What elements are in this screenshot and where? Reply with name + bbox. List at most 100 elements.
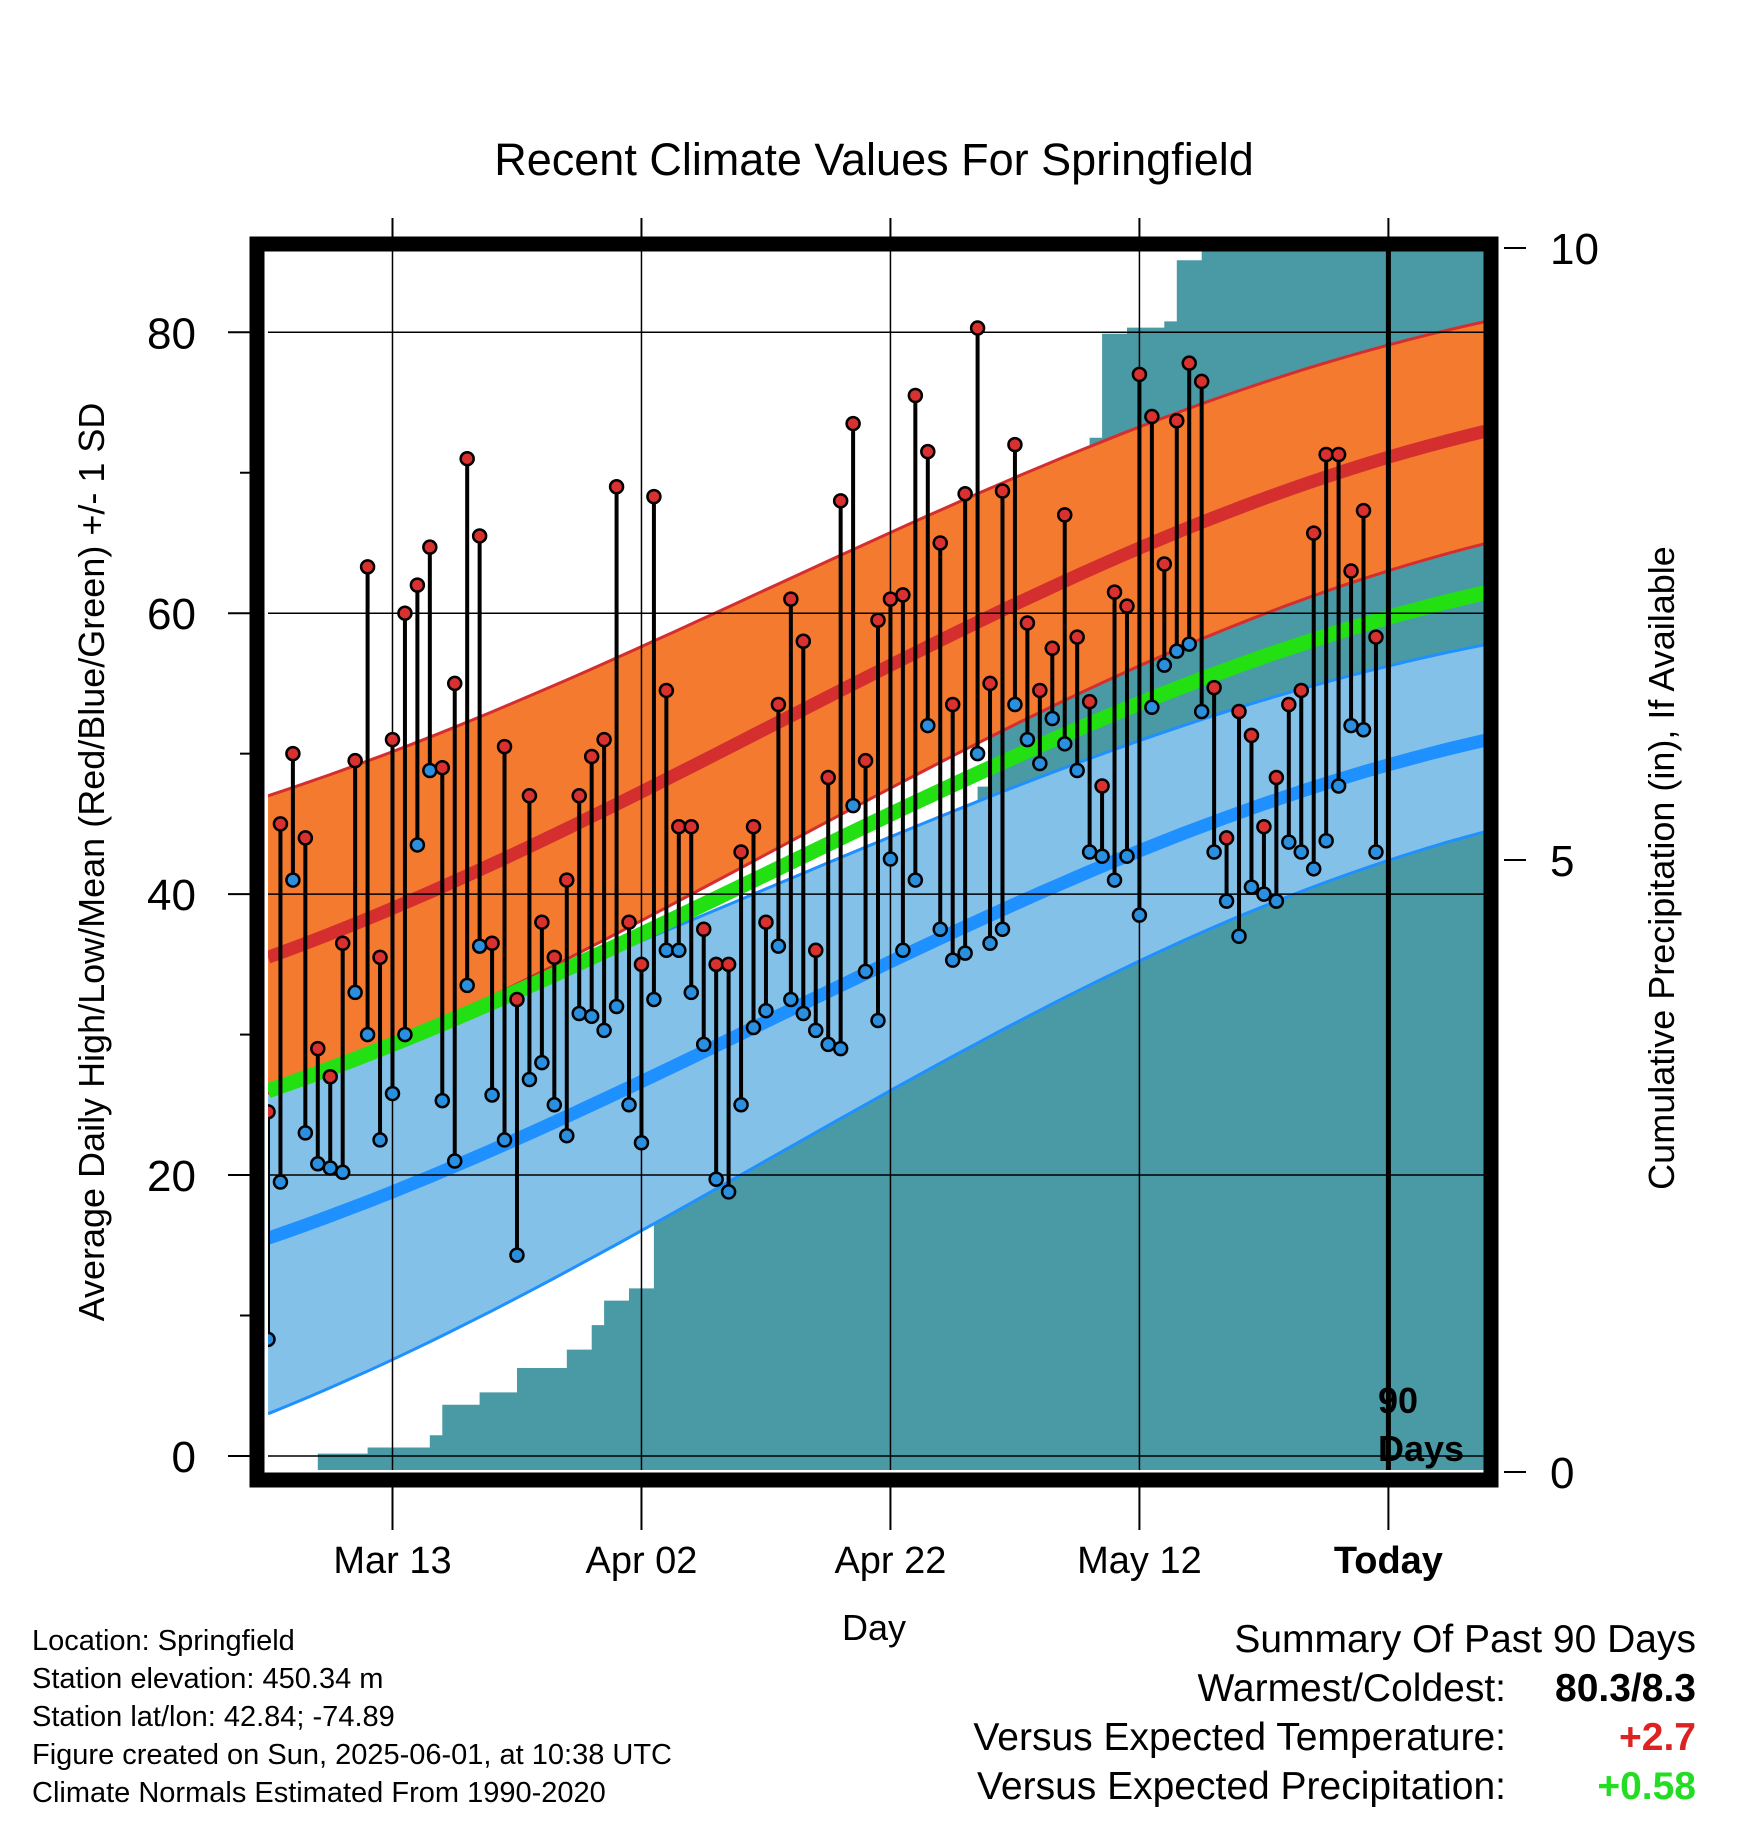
created-text: Figure created on Sun, 2025-06-01, at 10… <box>32 1739 672 1771</box>
low-point <box>857 963 874 980</box>
high-point <box>820 769 836 786</box>
low-point <box>1019 731 1036 748</box>
low-point <box>932 921 948 937</box>
high-point <box>409 577 426 593</box>
high-point <box>1081 693 1098 710</box>
high-point <box>1106 584 1123 600</box>
high-point <box>857 752 874 769</box>
low-point <box>1069 762 1085 779</box>
high-point <box>1330 446 1347 463</box>
high-point <box>347 752 363 769</box>
high-point <box>1305 525 1322 541</box>
high-point <box>1032 682 1048 699</box>
low-point <box>1231 928 1247 945</box>
low-point <box>546 1097 563 1113</box>
low-point <box>969 745 986 762</box>
high-point <box>322 1068 338 1085</box>
high-point <box>733 844 749 860</box>
y2-tick-label: 5 <box>1550 837 1574 886</box>
low-point <box>1268 893 1285 909</box>
low-point <box>944 952 961 968</box>
high-point <box>546 949 563 966</box>
low-point <box>608 998 625 1015</box>
low-point <box>359 1026 376 1043</box>
low-point <box>1081 844 1098 860</box>
high-point <box>1268 769 1285 786</box>
low-point <box>621 1097 637 1113</box>
low-point <box>1094 848 1110 864</box>
high-point <box>272 816 289 832</box>
high-point <box>683 818 700 835</box>
low-point <box>1330 778 1347 794</box>
high-point <box>882 591 899 607</box>
high-point <box>907 387 924 404</box>
low-point <box>559 1127 575 1144</box>
high-point <box>1119 598 1135 614</box>
high-point <box>268 1104 276 1120</box>
high-point <box>895 587 911 603</box>
x-tick-label: Apr 22 <box>834 1540 946 1582</box>
y-tick-label: 80 <box>147 309 196 358</box>
low-point <box>372 1132 388 1148</box>
low-point <box>297 1125 314 1141</box>
high-point <box>695 921 712 937</box>
low-point <box>1343 717 1359 734</box>
high-point <box>1355 502 1372 519</box>
low-point <box>509 1247 525 1263</box>
low-point <box>695 1036 712 1053</box>
high-point <box>1007 436 1023 453</box>
low-point <box>720 1184 737 1200</box>
high-point <box>1069 629 1085 645</box>
y2-axis-label: Cumulative Precipitation (in), If Availa… <box>1641 546 1682 1190</box>
high-point <box>957 486 973 502</box>
low-point <box>1119 848 1135 864</box>
x-tick-label: May 12 <box>1077 1540 1202 1582</box>
high-point <box>571 788 587 804</box>
high-point <box>1193 373 1210 390</box>
high-point <box>646 488 662 505</box>
temp-anomaly-value: +2.7 <box>1619 1716 1696 1759</box>
low-point <box>272 1174 289 1190</box>
chart-title: Recent Climate Values For Springfield <box>494 134 1254 185</box>
high-point <box>795 633 812 650</box>
low-point <box>1281 834 1297 850</box>
x-tick-label: Today <box>1334 1540 1443 1582</box>
low-point <box>770 938 787 954</box>
y-tick-label: 20 <box>147 1152 196 1201</box>
high-point <box>1206 679 1222 696</box>
y2-tick-label: 0 <box>1550 1449 1574 1498</box>
high-point <box>1218 830 1235 846</box>
high-point <box>534 914 550 930</box>
low-point <box>907 872 924 888</box>
high-point <box>671 818 687 835</box>
low-point <box>895 942 911 959</box>
low-point <box>446 1153 463 1169</box>
high-point <box>496 738 513 755</box>
high-point <box>982 675 998 692</box>
low-point <box>1169 643 1185 659</box>
low-point <box>957 945 973 961</box>
high-point <box>633 956 650 973</box>
low-point <box>434 1092 451 1109</box>
high-point <box>944 696 961 713</box>
temp-anomaly-label: Versus Expected Temperature: <box>973 1716 1506 1759</box>
high-point <box>434 759 451 776</box>
precip-anomaly-label: Versus Expected Precipitation: <box>977 1765 1506 1808</box>
high-point <box>832 493 849 509</box>
high-point <box>471 528 488 544</box>
high-point <box>1256 818 1272 835</box>
low-point <box>708 1171 724 1187</box>
today-label-line1: 90 <box>1378 1380 1418 1421</box>
low-point <box>820 1036 836 1053</box>
low-point <box>982 935 998 952</box>
high-point <box>1281 696 1297 713</box>
high-point <box>658 682 675 699</box>
low-point <box>1144 699 1160 716</box>
high-point <box>384 731 401 748</box>
low-point <box>322 1160 338 1176</box>
low-point <box>633 1134 650 1151</box>
high-point <box>559 872 575 888</box>
high-point <box>608 479 625 495</box>
